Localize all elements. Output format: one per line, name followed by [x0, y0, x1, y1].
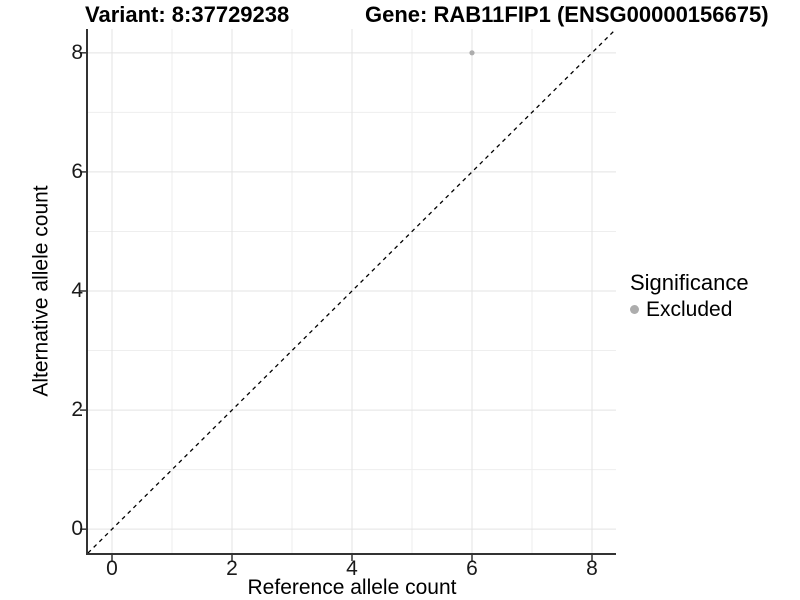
- x-tick-label: 8: [586, 557, 598, 580]
- y-tick-label: 8: [71, 40, 83, 64]
- plot-canvas: [80, 28, 617, 561]
- legend-item-excluded: Excluded: [630, 297, 749, 322]
- y-tick-label: 0: [71, 517, 83, 541]
- y-tick-label: 4: [71, 279, 83, 302]
- x-tick-label: 2: [226, 557, 238, 580]
- y-tick-label: 6: [71, 159, 83, 183]
- y-axis-title: Alternative allele count: [29, 185, 53, 397]
- x-tick-label: 0: [106, 557, 118, 580]
- y-axis-tick-labels: 0 2 4 6 8: [0, 29, 84, 553]
- y-tick-label: 2: [71, 398, 83, 422]
- legend: Significance Excluded: [630, 270, 749, 322]
- x-axis-title: Reference allele count: [247, 576, 457, 599]
- legend-point-icon: [630, 305, 639, 314]
- legend-item-label: Excluded: [646, 298, 733, 321]
- data-point-excluded: [469, 50, 475, 56]
- plot-title-variant: Variant: 8:37729238: [85, 2, 290, 27]
- x-axis-tick-labels: 0 2 4 6 8: [88, 557, 616, 582]
- plot-title-gene: Gene: RAB11FIP1 (ENSG00000156675): [365, 2, 769, 27]
- identity-dashed-line: [87, 28, 617, 554]
- legend-title: Significance: [630, 270, 749, 295]
- x-tick-label: 6: [466, 557, 478, 580]
- x-tick-label: 4: [346, 557, 358, 580]
- plot-panel: [80, 28, 617, 561]
